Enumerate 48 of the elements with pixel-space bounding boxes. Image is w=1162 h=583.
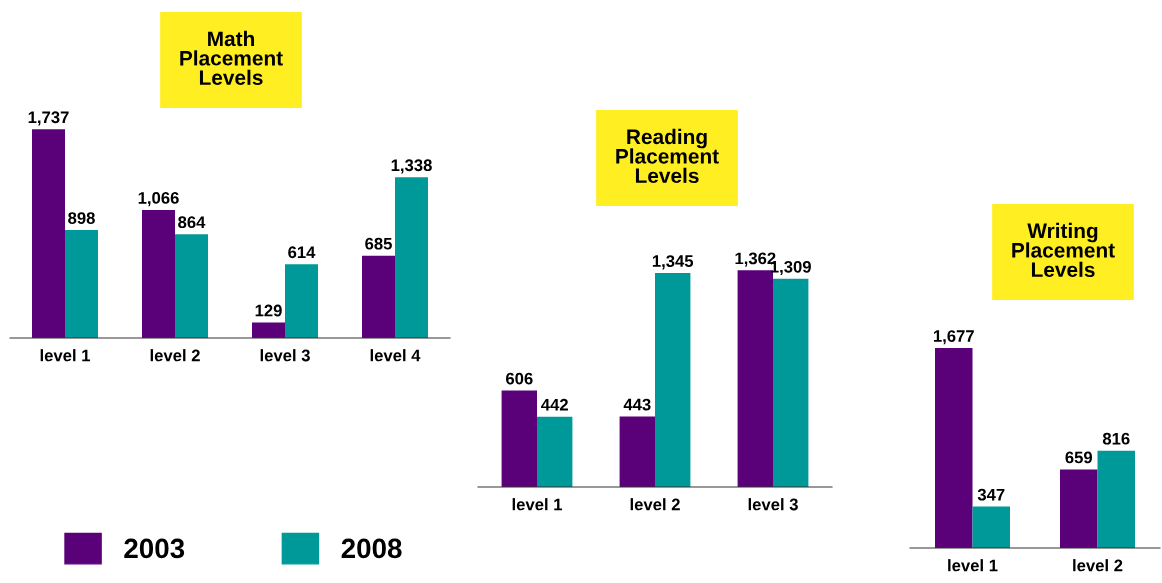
bar: [285, 264, 318, 338]
data-label: 1,345: [652, 255, 694, 270]
data-label: 347: [977, 488, 1005, 501]
data-label: 443: [623, 398, 651, 411]
data-label: 1,066: [138, 192, 179, 207]
data-label: 898: [68, 212, 95, 224]
bar: [1097, 450, 1135, 548]
x-tick-label: level 2: [630, 498, 680, 511]
x-tick-label: level 2: [150, 349, 200, 362]
bar: [175, 234, 208, 338]
bar: [935, 348, 973, 548]
bar: [252, 322, 285, 338]
x-tick-label: level 4: [370, 349, 421, 362]
bar: [737, 270, 773, 487]
data-label: 1,338: [391, 159, 432, 174]
bar: [362, 255, 395, 338]
bar: [142, 209, 175, 338]
x-tick-label: level 1: [948, 559, 998, 572]
x-tick-label: level 1: [40, 349, 91, 362]
data-label: 606: [506, 372, 533, 385]
bar: [619, 416, 655, 487]
data-label: 129: [255, 304, 282, 317]
x-tick-label: level 2: [1073, 559, 1123, 572]
x-tick-label: level 3: [748, 498, 798, 511]
bar: [537, 416, 573, 487]
chart-title: Writing Placement Levels: [1012, 222, 1115, 278]
bar: [655, 273, 691, 487]
bar: [32, 129, 65, 338]
x-tick-label: level 3: [260, 349, 310, 362]
legend-label: 2003: [124, 538, 185, 559]
data-label: 816: [1102, 432, 1130, 445]
data-label: 685: [365, 237, 392, 250]
bar: [773, 278, 809, 487]
data-label: 442: [541, 398, 568, 411]
bar: [395, 177, 428, 338]
bar: [1060, 469, 1098, 548]
legend-label: 2008: [341, 538, 402, 559]
chart-title: Reading Placement Levels: [616, 128, 719, 184]
chart-title: Math Placement Levels: [180, 30, 283, 86]
data-label: 614: [288, 246, 316, 259]
data-label: 1,737: [28, 111, 69, 126]
data-label: 659: [1065, 451, 1093, 464]
data-label: 1,677: [933, 330, 974, 345]
data-label: 864: [178, 216, 206, 229]
bar: [65, 230, 98, 338]
bar: [972, 506, 1010, 548]
x-tick-label: level 1: [512, 498, 563, 511]
bar: [501, 390, 537, 487]
